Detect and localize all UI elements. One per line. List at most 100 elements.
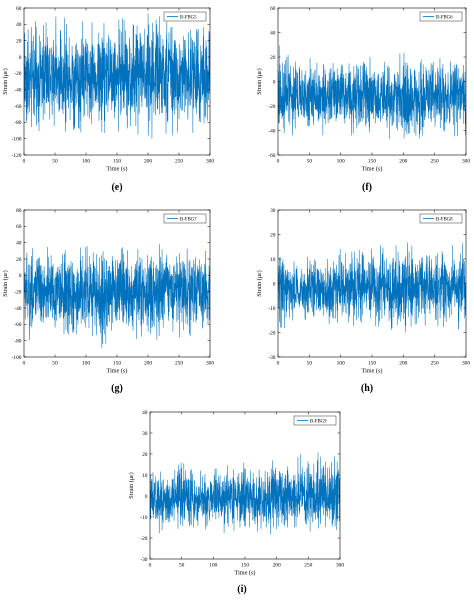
x-tick-label: 100 [337, 159, 345, 165]
y-tick-label: 20 [142, 452, 148, 458]
y-axis-label: Strain (με) [2, 270, 9, 296]
x-tick-label: 100 [82, 361, 90, 367]
x-tick-label: 200 [144, 159, 152, 165]
x-tick-label: 150 [113, 361, 121, 367]
y-tick-label: 0 [273, 281, 276, 287]
x-axis-label: Time (s) [362, 368, 383, 375]
y-tick-label: -60 [268, 153, 275, 159]
legend: B-FBG7 [163, 213, 207, 224]
caption-e: (e) [111, 182, 123, 193]
x-tick-label: 150 [241, 563, 249, 569]
x-tick-label: 100 [82, 159, 90, 165]
y-tick-label: 40 [16, 241, 22, 247]
y-tick-label: 30 [142, 431, 148, 437]
y-tick-label: 20 [16, 39, 22, 45]
y-axis-label: Strain (με) [256, 68, 263, 94]
x-axis-label: Time (s) [107, 368, 128, 375]
x-tick-label: 150 [113, 159, 121, 165]
x-tick-label: 50 [52, 361, 58, 367]
y-tick-label: -30 [140, 557, 147, 563]
caption-i: (i) [237, 584, 247, 595]
legend-entry: B-FBG8 [436, 217, 453, 222]
legend: B-FBG5 [163, 11, 207, 22]
x-tick-label: 300 [206, 361, 214, 367]
legend-entry: B-FBG5 [180, 15, 197, 20]
chart-panel-2: 0 50 100 150 200 250 300 -60 -40 -20 0 20 40 60 Time (… [256, 6, 470, 173]
x-tick-label: 100 [209, 563, 217, 569]
y-tick-label: -40 [14, 306, 21, 312]
legend: B-FBG9 [293, 415, 337, 426]
x-tick-label: 50 [307, 361, 313, 367]
legend-entry: B-FBG6 [436, 15, 453, 20]
x-tick-label: 300 [206, 159, 214, 165]
y-tick-label: -20 [268, 330, 275, 336]
y-tick-label: -100 [12, 137, 22, 143]
y-tick-label: -100 [12, 355, 22, 361]
x-tick-label: 250 [175, 159, 183, 165]
legend-entry: B-FBG9 [310, 419, 327, 424]
y-tick-label: 60 [16, 6, 22, 12]
series-line-B-FBG5 [24, 13, 210, 139]
chart-panel-5: 0 50 100 150 200 250 300 -30 -20 -10 0 10 20 30 40 Time… [128, 410, 344, 577]
y-tick-label: -20 [14, 290, 21, 296]
y-tick-label: -120 [12, 153, 22, 159]
y-tick-label: 40 [142, 410, 148, 416]
y-tick-label: 20 [270, 55, 276, 61]
y-tick-label: -60 [14, 322, 21, 328]
x-tick-label: 100 [337, 361, 345, 367]
y-tick-label: -10 [140, 515, 147, 521]
chart-panel-4: 0 50 100 150 200 250 300 -30 -20 -10 0 10 20 30 Time (… [256, 208, 470, 375]
y-tick-label: 10 [142, 473, 148, 479]
legend: B-FBG6 [419, 11, 463, 22]
y-tick-label: -30 [268, 355, 275, 361]
y-tick-label: 20 [270, 232, 276, 238]
y-tick-label: -60 [14, 104, 21, 110]
y-tick-label: 30 [270, 208, 276, 214]
legend-box [419, 213, 463, 224]
y-tick-label: 40 [270, 30, 276, 36]
y-tick-label: 0 [273, 79, 276, 85]
y-axis-label: Strain (με) [128, 472, 135, 498]
caption-f: (f) [362, 182, 372, 193]
x-tick-label: 250 [304, 563, 312, 569]
x-tick-label: 250 [431, 361, 439, 367]
y-tick-label: -10 [268, 306, 275, 312]
x-tick-label: 0 [277, 361, 280, 367]
y-tick-label: -20 [140, 536, 147, 542]
series-line-B-FBG7 [24, 244, 210, 348]
y-tick-label: 40 [16, 22, 22, 28]
caption-g: (g) [111, 383, 123, 394]
y-tick-label: 60 [16, 224, 22, 230]
y-axis-label: Strain (με) [2, 68, 9, 94]
chart-panel-1: 0 50 100 150 200 250 300 -120 -100 -80 -60 -40 -20 0 2… [2, 6, 214, 173]
y-axis-label: Strain (με) [256, 270, 263, 296]
legend-box [419, 11, 463, 22]
y-tick-label: -20 [14, 71, 21, 77]
x-tick-label: 200 [399, 361, 407, 367]
legend-box [163, 213, 207, 224]
y-tick-label: -20 [268, 104, 275, 110]
legend-box [163, 11, 207, 22]
x-axis-label: Time (s) [235, 570, 256, 577]
y-tick-label: 10 [270, 257, 276, 263]
x-tick-label: 200 [399, 159, 407, 165]
chart-panel-3: 0 50 100 150 200 250 300 -100 -80 -60 -40 -20 0 20 40 6… [2, 208, 214, 375]
x-tick-label: 0 [277, 159, 280, 165]
x-tick-label: 300 [462, 159, 470, 165]
legend-box [293, 415, 337, 426]
x-tick-label: 300 [336, 563, 344, 569]
x-tick-label: 300 [462, 361, 470, 367]
x-tick-label: 50 [52, 159, 58, 165]
y-tick-label: 80 [16, 208, 22, 214]
y-tick-label: 0 [19, 273, 22, 279]
legend-entry: B-FBG7 [180, 217, 197, 222]
caption-h: (h) [360, 383, 374, 394]
series-line-B-FBG6 [278, 45, 466, 140]
y-tick-label: 60 [270, 6, 276, 12]
x-tick-label: 0 [149, 563, 152, 569]
x-tick-label: 50 [179, 563, 185, 569]
x-tick-label: 150 [368, 159, 376, 165]
x-tick-label: 0 [23, 159, 26, 165]
y-tick-label: -40 [268, 128, 275, 134]
